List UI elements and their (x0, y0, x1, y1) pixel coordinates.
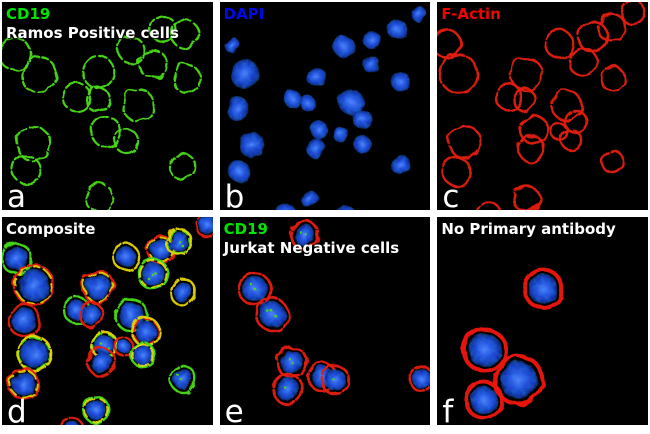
panel-label: No Primary antibody (441, 220, 615, 239)
micrograph-a (2, 14, 202, 210)
micrograph-b (223, 6, 427, 210)
panel-letter: e (224, 394, 244, 425)
channel-label: CD19 (223, 220, 268, 238)
panel-letter: c (442, 179, 460, 210)
panel-label: DAPI (224, 5, 265, 24)
panel-a-cd19-ramos: CD19 Ramos Positive cells a (2, 2, 213, 210)
micrograph-e (237, 219, 431, 406)
sample-label: Jurkat Negative cells (223, 238, 400, 257)
panel-letter: b (224, 179, 245, 210)
panel-label: CD19 Jurkat Negative cells (224, 220, 400, 258)
micrograph-d (2, 217, 213, 425)
panel-label: F-Actin (441, 5, 501, 24)
panel-letter: d (7, 394, 27, 425)
panel-label: CD19 Ramos Positive cells (6, 5, 179, 43)
channel-label: F-Actin (441, 5, 501, 23)
sample-label: Ramos Positive cells (6, 23, 179, 42)
panel-f-no-primary: No Primary antibody f (437, 217, 648, 425)
panel-letter: a (7, 179, 26, 210)
channel-label: CD19 (6, 5, 51, 23)
panel-letter: f (442, 394, 454, 425)
panel-b-dapi: DAPI b (219, 2, 431, 210)
panel-d-composite: Composite d (2, 217, 213, 425)
micrograph-c (437, 2, 647, 210)
channel-label: DAPI (223, 5, 265, 23)
condition-label: No Primary antibody (441, 220, 616, 238)
panel-e-cd19-jurkat: CD19 Jurkat Negative cells e (219, 217, 431, 425)
panel-label: Composite (6, 220, 95, 239)
channel-label: Composite (6, 220, 96, 238)
micrograph-f (462, 268, 565, 420)
panel-c-factin: F-Actin c (437, 2, 648, 210)
